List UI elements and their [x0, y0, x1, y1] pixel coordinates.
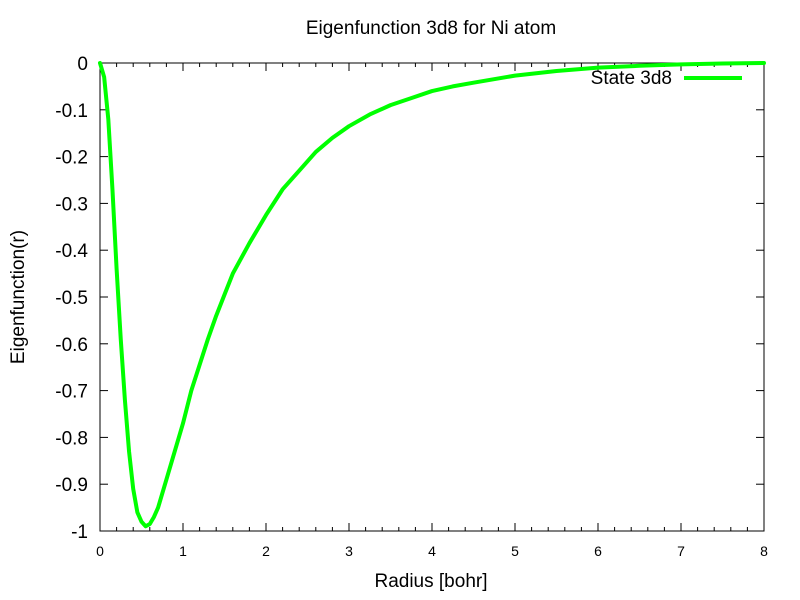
- x-tick-label: 1: [179, 543, 187, 559]
- y-tick-label: -0.6: [55, 335, 88, 356]
- y-tick-label: -0.1: [55, 101, 88, 122]
- x-tick-label: 8: [760, 543, 768, 559]
- y-tick-label: -0.9: [55, 475, 88, 496]
- y-tick-label: -0.8: [55, 428, 88, 449]
- series-line-state-3d8: [98, 61, 766, 529]
- chart-title: Eigenfunction 3d8 for Ni atom: [306, 18, 556, 39]
- y-tick-label: 0: [77, 54, 88, 75]
- y-tick-label: -0.4: [55, 241, 88, 262]
- legend: State 3d8: [591, 68, 742, 89]
- x-tick-label: 5: [511, 543, 519, 559]
- y-axis-title: Eigenfunction(r): [8, 230, 29, 364]
- x-tick-label: 2: [262, 543, 270, 559]
- x-tick-label: 6: [594, 543, 602, 559]
- y-tick-label: -0.5: [55, 288, 88, 309]
- y-axis: 0 -0.1 -0.2 -0.3 -0.4 -0.5 -0.6 -0.7 -0.8 -0.9 -1: [55, 54, 764, 543]
- x-tick-label: 0: [96, 543, 104, 559]
- x-axis: 0 1 2 3 4 5 6 7 8: [96, 63, 768, 559]
- y-tick-label: -0.7: [55, 382, 88, 403]
- legend-label: State 3d8: [591, 68, 672, 89]
- y-tick-label: -0.3: [55, 194, 88, 215]
- x-tick-label: 4: [428, 543, 436, 559]
- x-axis-title: Radius [bohr]: [374, 571, 487, 592]
- y-tick-label: -0.2: [55, 148, 88, 169]
- plot-frame: [99, 62, 765, 532]
- x-tick-label: 3: [345, 543, 353, 559]
- y-tick-label: -1: [71, 522, 88, 543]
- series-layer: [98, 61, 766, 529]
- x-tick-label: 7: [677, 543, 685, 559]
